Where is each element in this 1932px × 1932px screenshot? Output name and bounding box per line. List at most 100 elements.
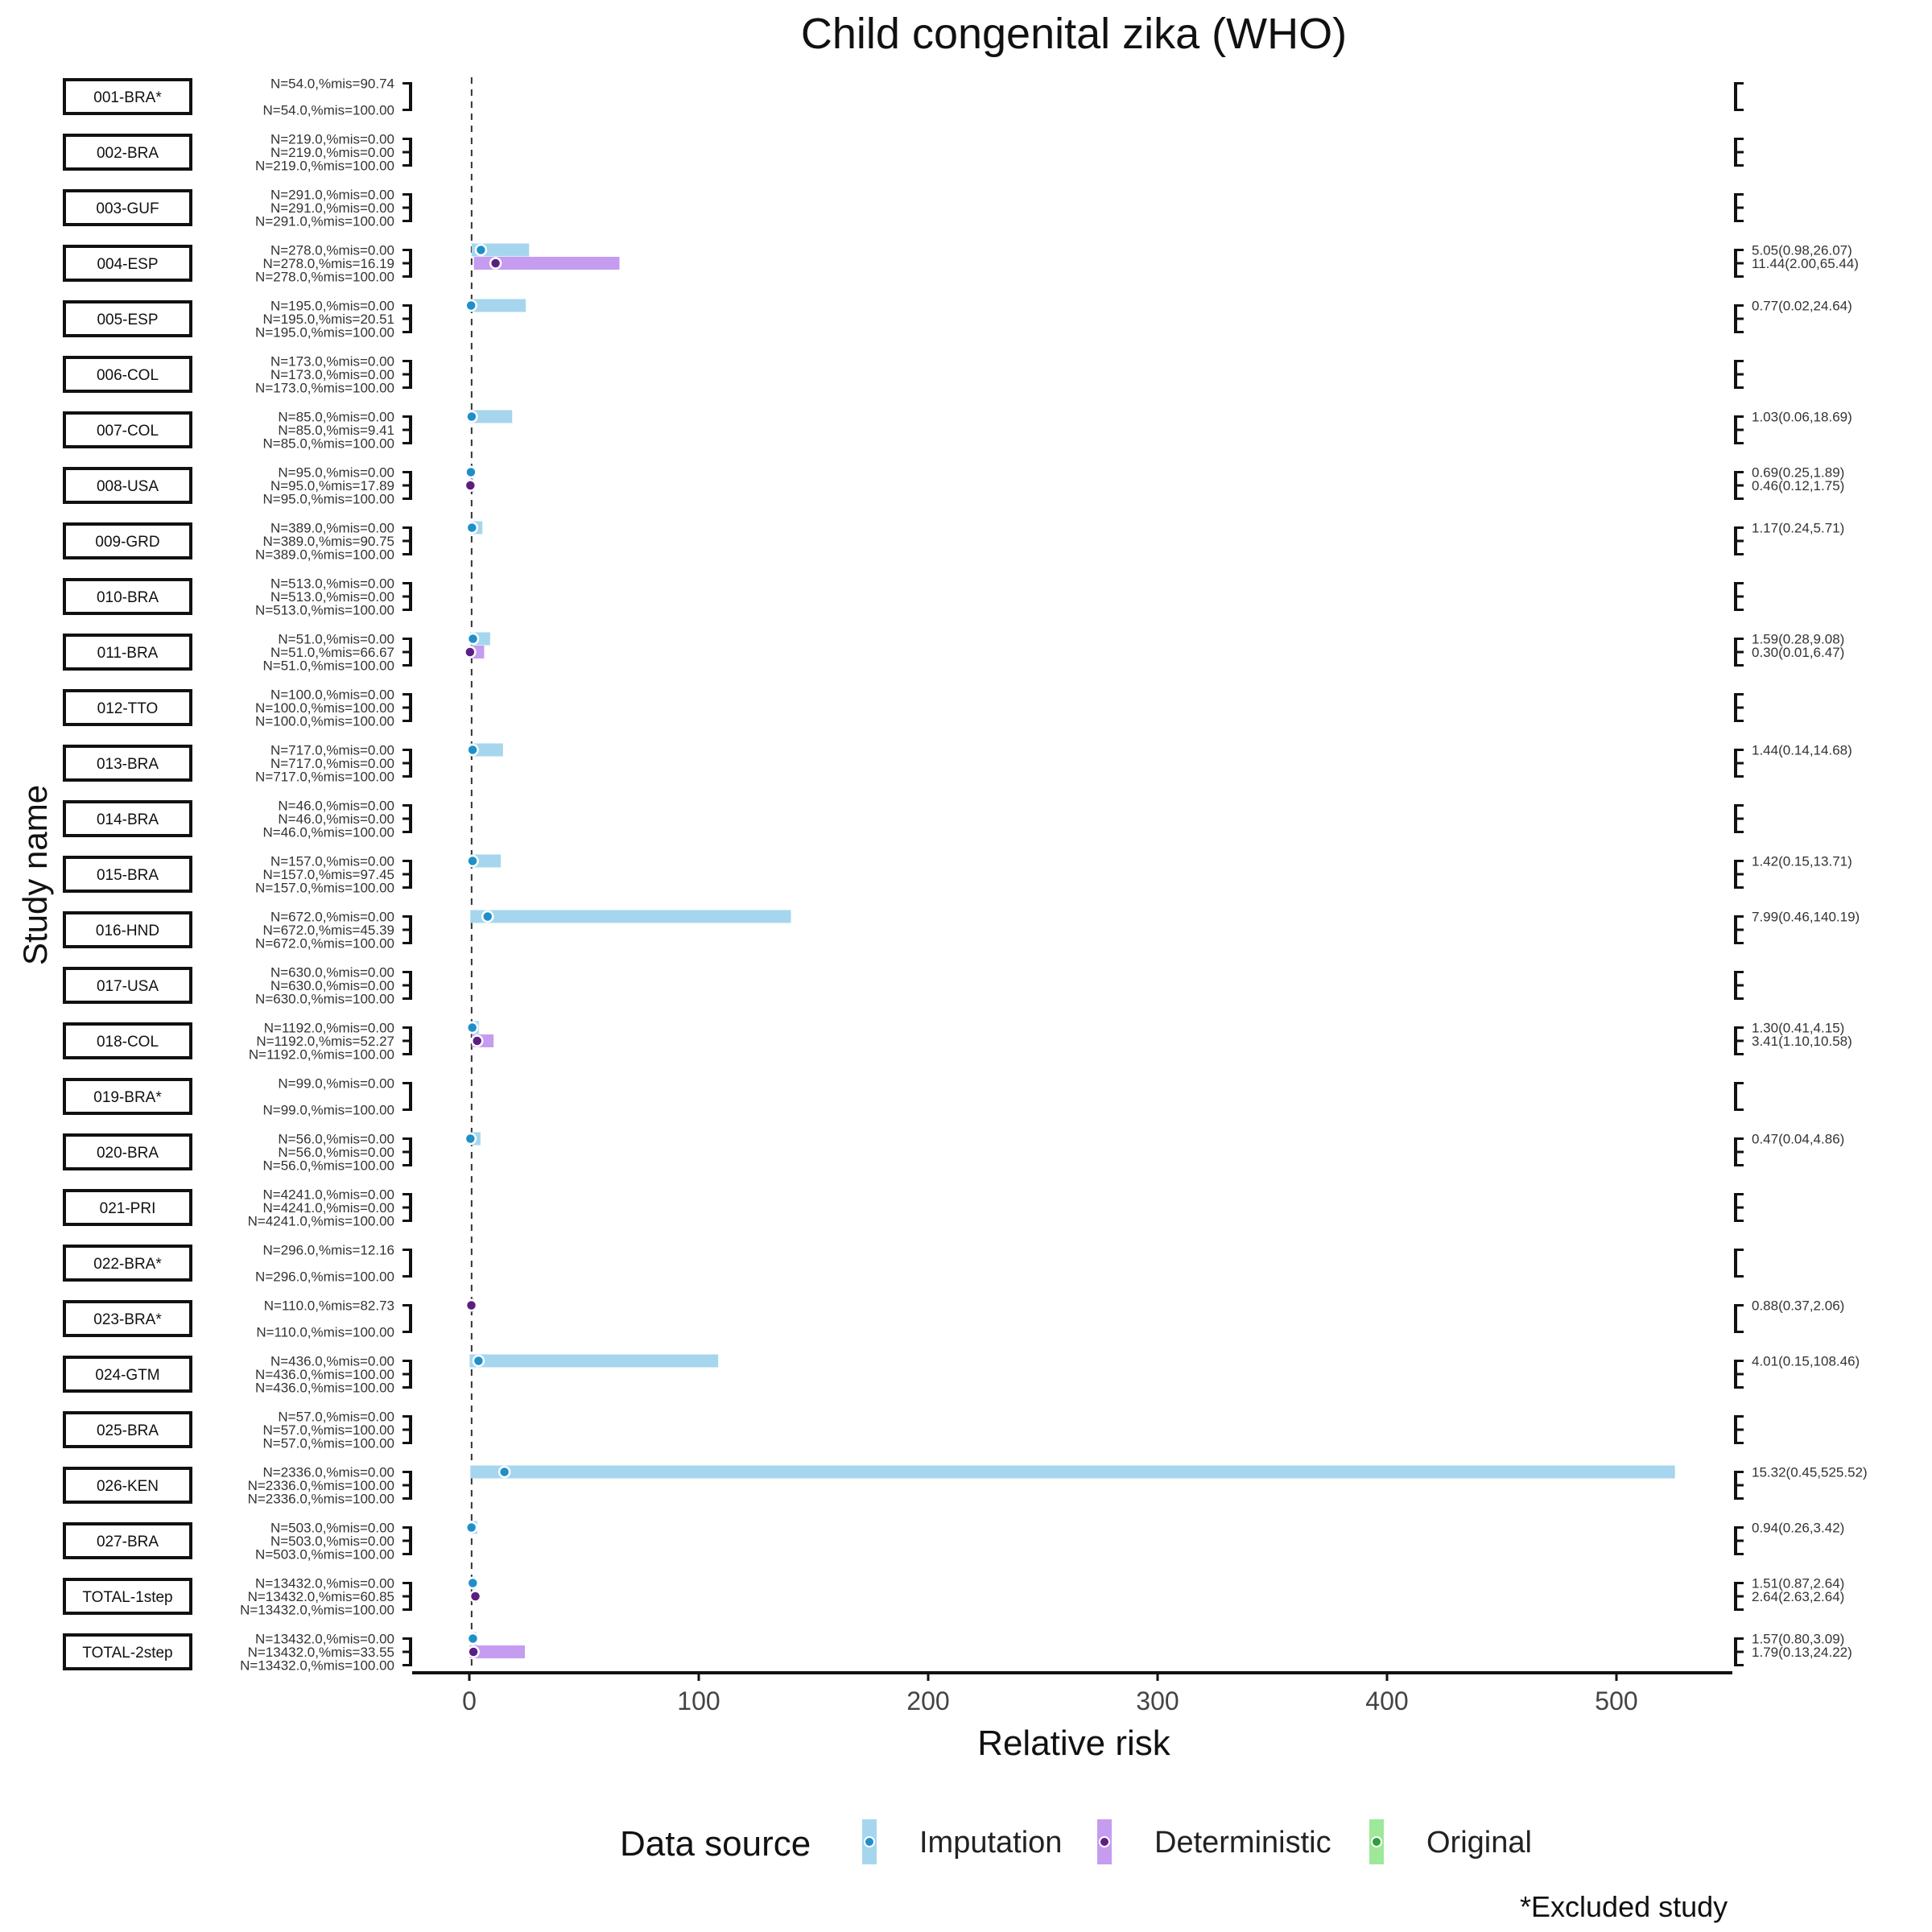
row-label: N=85.0,%mis=100.00 [263,436,395,452]
study-label: 019-BRA* [93,1089,162,1106]
row-label: N=157.0,%mis=97.45 [263,867,395,882]
row-label: N=57.0,%mis=100.00 [263,1436,395,1451]
x-tick-label: 200 [906,1686,949,1715]
point-estimate [465,410,478,423]
point-estimate [464,479,477,492]
row-label: N=389.0,%mis=0.00 [270,521,394,536]
legend-label: Deterministic [1154,1826,1331,1860]
estimate-label: 0.46(0.12,1.75) [1752,478,1844,493]
row-label: N=57.0,%mis=0.00 [278,1410,394,1425]
estimate-label: 0.69(0.25,1.89) [1752,465,1844,481]
point-estimate [466,1632,480,1645]
legend-label: Imputation [919,1826,1062,1860]
study-label-box [63,245,192,282]
study-label-box [63,467,192,504]
study-label-box [63,634,192,671]
row-label: N=51.0,%mis=100.00 [263,658,395,674]
study-label: 023-BRA* [93,1311,162,1328]
study-label: 017-USA [97,978,159,995]
row-label: N=4241.0,%mis=0.00 [263,1187,395,1203]
row-label: N=503.0,%mis=0.00 [270,1534,394,1549]
study-label-box [63,1356,192,1393]
row-label: N=436.0,%mis=100.00 [255,1381,394,1396]
study-label-box [63,1078,192,1115]
row-label: N=291.0,%mis=100.00 [255,214,394,229]
study-label: 025-BRA [97,1422,159,1439]
study-label-box [63,78,192,115]
study-label: 020-BRA [97,1145,159,1162]
estimate-label: 1.17(0.24,5.71) [1752,521,1844,536]
estimate-label: 1.59(0.28,9.08) [1752,632,1844,647]
x-tick-label: 400 [1365,1686,1408,1715]
row-label: N=100.0,%mis=100.00 [255,714,394,729]
estimate-label: 1.57(0.80,3.09) [1752,1632,1844,1647]
study-label: TOTAL-1step [82,1589,172,1606]
row-label: N=56.0,%mis=0.00 [278,1145,394,1160]
row-label: N=46.0,%mis=0.00 [278,811,394,827]
study-label-box [63,745,192,782]
row-label: N=110.0,%mis=82.73 [264,1298,394,1314]
row-label: N=13432.0,%mis=100.00 [240,1603,394,1618]
point-estimate [466,854,479,868]
row-label: N=2336.0,%mis=100.00 [248,1492,394,1507]
point-estimate [464,1298,478,1312]
row-label: N=513.0,%mis=100.00 [255,603,394,618]
study-label-box [63,300,192,337]
study-label: 008-USA [97,478,159,495]
study-label-box [63,1133,192,1170]
point-estimate [466,743,479,757]
study-label: 011-BRA [97,645,159,662]
ci-bar [469,299,526,312]
estimate-label: 0.88(0.37,2.06) [1752,1298,1844,1314]
study-label: 021-PRI [100,1200,156,1217]
row-label: N=389.0,%mis=100.00 [255,547,394,563]
estimate-label: 3.41(1.10,10.58) [1752,1034,1852,1049]
row-label: N=95.0,%mis=17.89 [270,478,394,493]
study-label: 015-BRA [97,867,159,884]
point-estimate [474,243,488,257]
study-label: 024-GTM [95,1367,159,1384]
estimate-label: 0.77(0.02,24.64) [1752,299,1852,314]
row-label: N=219.0,%mis=0.00 [270,145,394,160]
row-label: N=13432.0,%mis=60.85 [248,1589,394,1604]
row-label: N=436.0,%mis=100.00 [255,1367,394,1382]
study-label-box [63,1300,192,1337]
row-label: N=157.0,%mis=100.00 [255,881,394,896]
row-label: N=296.0,%mis=100.00 [255,1269,394,1285]
row-label: N=503.0,%mis=100.00 [255,1547,394,1563]
row-label: N=630.0,%mis=0.00 [270,978,394,993]
ci-bar [469,1354,719,1368]
study-label: 013-BRA [97,756,159,773]
row-label: N=278.0,%mis=16.19 [263,256,395,271]
row-label: N=54.0,%mis=90.74 [270,76,394,92]
point-estimate [464,1521,478,1534]
row-label: N=95.0,%mis=100.00 [263,492,395,507]
row-label: N=100.0,%mis=0.00 [270,687,394,703]
point-estimate [497,1465,511,1479]
study-label-box [63,911,192,948]
y-axis-title: Study name [16,785,54,965]
study-label: 022-BRA* [93,1256,162,1273]
row-label: N=672.0,%mis=100.00 [255,936,394,952]
row-label: N=1192.0,%mis=0.00 [264,1021,394,1036]
footnote: *Excluded study [1520,1890,1728,1923]
row-label: N=1192.0,%mis=52.27 [256,1034,394,1049]
study-label: 010-BRA [97,589,159,606]
estimate-label: 1.44(0.14,14.68) [1752,743,1852,758]
row-label: N=46.0,%mis=100.00 [263,825,395,840]
estimate-label: 15.32(0.45,525.52) [1752,1465,1868,1480]
point-estimate [464,646,477,658]
point-estimate [472,1354,485,1368]
study-label-box [63,522,192,559]
study-label: 009-GRD [95,534,159,551]
row-label: N=99.0,%mis=100.00 [263,1103,395,1118]
row-label: N=1192.0,%mis=100.00 [249,1047,394,1063]
row-label: N=717.0,%mis=100.00 [255,770,394,785]
study-label-box [63,411,192,448]
study-label: 012-TTO [97,700,159,717]
point-estimate [466,1576,480,1590]
row-label: N=291.0,%mis=0.00 [270,188,394,203]
row-label: N=51.0,%mis=66.67 [270,645,394,660]
study-label-box [63,856,192,893]
row-label: N=513.0,%mis=0.00 [270,576,394,592]
